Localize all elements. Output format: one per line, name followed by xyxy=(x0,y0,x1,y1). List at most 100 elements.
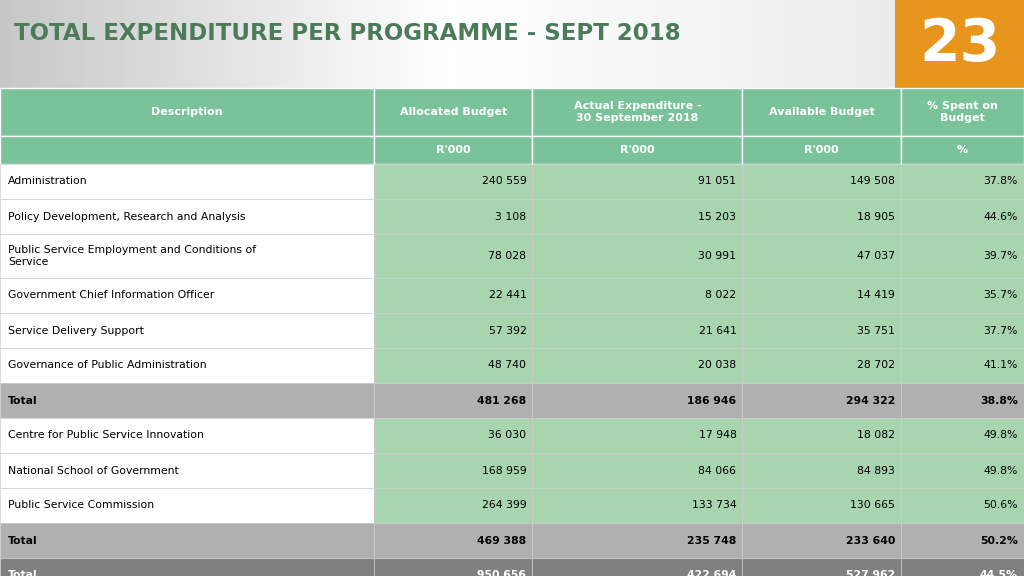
Bar xyxy=(725,0,729,88)
Text: 3 108: 3 108 xyxy=(496,211,526,222)
Bar xyxy=(846,0,850,88)
Bar xyxy=(188,0,193,88)
Bar xyxy=(532,0,537,88)
Bar xyxy=(716,0,721,88)
Bar xyxy=(117,0,121,88)
Text: Governance of Public Administration: Governance of Public Administration xyxy=(8,361,207,370)
Text: 18 082: 18 082 xyxy=(857,430,895,441)
Bar xyxy=(515,0,519,88)
Bar xyxy=(138,0,143,88)
Bar xyxy=(327,0,331,88)
Bar xyxy=(765,0,770,88)
Text: 49.8%: 49.8% xyxy=(984,465,1018,476)
Bar xyxy=(9,0,13,88)
Bar xyxy=(613,0,617,88)
Bar xyxy=(0,383,374,418)
Bar xyxy=(246,0,251,88)
Bar xyxy=(663,0,667,88)
Bar xyxy=(313,0,317,88)
Bar xyxy=(742,453,901,488)
Text: 130 665: 130 665 xyxy=(850,501,895,510)
Bar xyxy=(537,0,542,88)
Text: Administration: Administration xyxy=(8,176,88,187)
Text: R'000: R'000 xyxy=(621,145,654,155)
Text: 20 038: 20 038 xyxy=(698,361,736,370)
Bar xyxy=(259,0,264,88)
Bar xyxy=(742,136,901,164)
Bar xyxy=(806,0,810,88)
Bar xyxy=(837,0,842,88)
Bar xyxy=(855,0,859,88)
Text: Centre for Public Service Innovation: Centre for Public Service Innovation xyxy=(8,430,204,441)
Bar xyxy=(532,383,742,418)
Bar xyxy=(742,199,901,234)
Bar xyxy=(179,0,183,88)
Bar xyxy=(640,0,644,88)
Bar xyxy=(901,418,1024,453)
Bar xyxy=(742,488,901,523)
Text: Policy Development, Research and Analysis: Policy Development, Research and Analysi… xyxy=(8,211,246,222)
Text: 47 037: 47 037 xyxy=(857,251,895,261)
Bar xyxy=(901,523,1024,558)
Bar xyxy=(416,0,421,88)
Bar xyxy=(689,0,693,88)
Bar xyxy=(793,0,797,88)
Bar xyxy=(886,0,891,88)
Bar xyxy=(412,0,416,88)
Bar xyxy=(362,0,367,88)
Bar xyxy=(224,0,228,88)
Bar xyxy=(374,313,532,348)
Text: Public Service Employment and Conditions of
Service: Public Service Employment and Conditions… xyxy=(8,245,256,267)
Bar xyxy=(0,523,374,558)
Bar xyxy=(103,0,108,88)
Bar xyxy=(582,0,586,88)
Bar xyxy=(380,0,385,88)
Bar xyxy=(58,0,62,88)
Bar xyxy=(438,0,443,88)
Bar xyxy=(0,164,374,199)
Bar xyxy=(778,0,783,88)
Text: 37.8%: 37.8% xyxy=(984,176,1018,187)
Bar xyxy=(147,0,153,88)
Bar xyxy=(232,0,238,88)
Bar xyxy=(742,164,901,199)
Bar xyxy=(197,0,202,88)
Bar xyxy=(649,0,653,88)
Text: 44.5%: 44.5% xyxy=(980,570,1018,576)
Bar xyxy=(89,0,94,88)
Bar xyxy=(353,0,358,88)
Text: 57 392: 57 392 xyxy=(488,325,526,335)
Bar xyxy=(49,0,53,88)
Bar xyxy=(748,0,752,88)
Text: 38.8%: 38.8% xyxy=(980,396,1018,406)
Bar xyxy=(349,0,353,88)
Bar xyxy=(901,278,1024,313)
Bar xyxy=(742,0,748,88)
Bar xyxy=(901,383,1024,418)
Bar xyxy=(676,0,680,88)
Bar xyxy=(474,0,479,88)
Bar xyxy=(0,278,374,313)
Bar xyxy=(309,0,313,88)
Text: 44.6%: 44.6% xyxy=(984,211,1018,222)
Text: Total: Total xyxy=(8,396,38,406)
Text: 14 419: 14 419 xyxy=(857,290,895,301)
Bar xyxy=(827,0,833,88)
Text: 50.6%: 50.6% xyxy=(983,501,1018,510)
Bar xyxy=(901,164,1024,199)
Text: Total: Total xyxy=(8,570,38,576)
Text: Available Budget: Available Budget xyxy=(769,107,874,117)
Bar xyxy=(882,0,886,88)
Text: 133 734: 133 734 xyxy=(691,501,736,510)
Bar xyxy=(528,0,532,88)
Bar xyxy=(434,0,438,88)
Bar xyxy=(532,488,742,523)
Bar xyxy=(206,0,210,88)
Bar xyxy=(901,488,1024,523)
Text: 469 388: 469 388 xyxy=(477,536,526,545)
Bar xyxy=(376,0,380,88)
Bar xyxy=(901,136,1024,164)
Bar xyxy=(385,0,389,88)
Text: 264 399: 264 399 xyxy=(481,501,526,510)
Bar xyxy=(712,0,716,88)
